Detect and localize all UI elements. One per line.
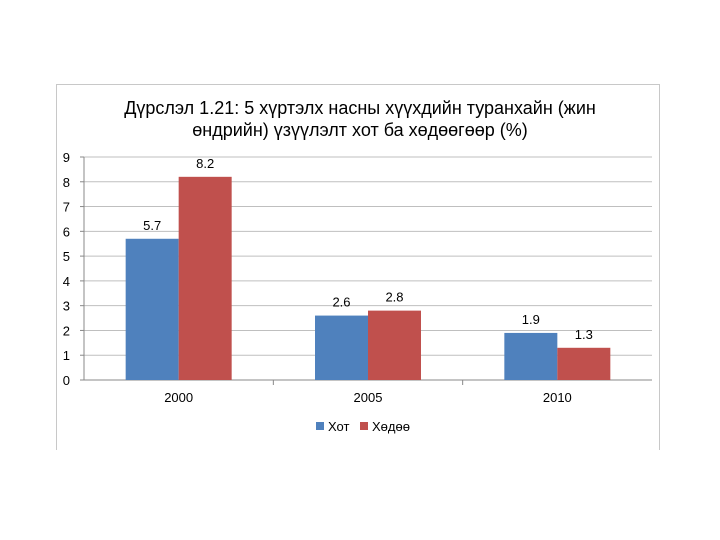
y-tick-label: 6	[63, 224, 70, 239]
y-tick-label: 8	[63, 175, 70, 190]
data-label: 5.7	[143, 218, 161, 233]
y-tick-label: 2	[63, 323, 70, 338]
y-tick-label: 3	[63, 299, 70, 314]
x-tick-label: 2005	[354, 390, 383, 405]
legend-label: Хот	[328, 419, 349, 434]
chart-title-line-1: Дүрслэл 1.21: 5 хүртэлх насны хүүхдийн т…	[124, 98, 596, 118]
chart-title-line-2: өндрийн) үзүүлэлт хот ба хөдөөгөөр (%)	[192, 120, 528, 140]
chart-frame	[56, 84, 660, 450]
bar	[125, 238, 179, 380]
legend-swatch	[360, 422, 368, 430]
x-tick-label: 2010	[543, 390, 572, 405]
legend-swatch	[316, 422, 324, 430]
y-tick-label: 1	[63, 348, 70, 363]
chart-title: Дүрслэл 1.21: 5 хүртэлх насны хүүхдийн т…	[90, 97, 630, 141]
bar	[368, 310, 421, 380]
bar	[504, 332, 558, 380]
bar	[315, 315, 368, 380]
y-tick-label: 4	[63, 274, 70, 289]
legend-label: Хөдөө	[372, 419, 410, 434]
data-label: 2.8	[385, 290, 403, 305]
x-tick-label: 2000	[164, 390, 193, 405]
y-tick-label: 7	[63, 200, 70, 215]
data-label: 2.6	[332, 295, 350, 310]
data-label: 8.2	[196, 156, 214, 171]
y-tick-label: 5	[63, 249, 70, 264]
data-label: 1.3	[575, 327, 593, 342]
bar	[557, 347, 611, 380]
y-tick-label: 0	[63, 373, 70, 388]
y-tick-label: 9	[63, 150, 70, 165]
data-label: 1.9	[522, 312, 540, 327]
bar	[178, 176, 232, 380]
